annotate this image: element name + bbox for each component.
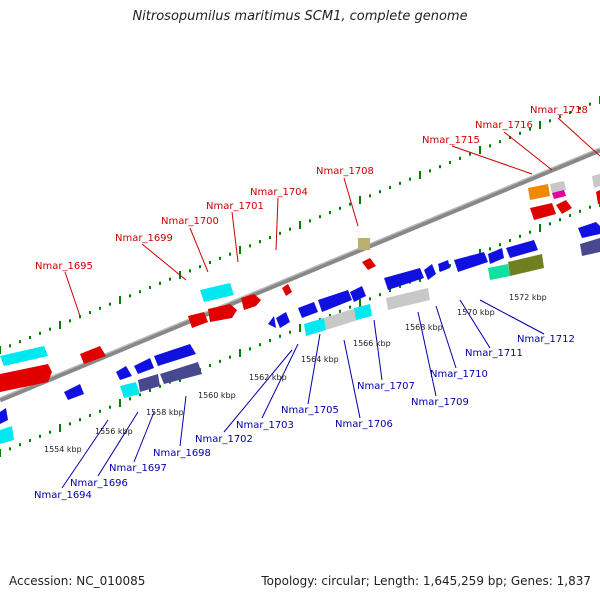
- gene-block[interactable]: [488, 264, 510, 280]
- map-title: Nitrosopumilus maritimus SCM1, complete …: [132, 9, 468, 24]
- gene-block[interactable]: [120, 382, 140, 398]
- scale-label: 1556 kbp: [95, 427, 133, 436]
- gene-block[interactable]: [116, 366, 132, 380]
- gene-block[interactable]: [282, 284, 292, 296]
- gene-label: Nmar_1712: [517, 334, 575, 345]
- scale-label: 1554 kbp: [44, 445, 82, 454]
- gene-label: Nmar_1707: [357, 381, 415, 392]
- gene-block[interactable]: [0, 346, 48, 366]
- scale-label: 1558 kbp: [146, 408, 184, 417]
- gene-label: Nmar_1700: [161, 216, 219, 227]
- scale-label: 1572 kbp: [509, 293, 547, 302]
- gene-block[interactable]: [596, 190, 600, 204]
- forward-genes: [0, 174, 600, 392]
- gene-label: Nmar_1696: [70, 478, 128, 489]
- gene-block[interactable]: [241, 294, 261, 310]
- accession-text: Accession: NC_010085: [9, 574, 146, 588]
- gene-block[interactable]: [354, 304, 372, 320]
- gene-block[interactable]: [488, 248, 504, 264]
- gene-label: Nmar_1699: [115, 233, 173, 244]
- gene-label: Nmar_1711: [465, 348, 523, 359]
- gene-block[interactable]: [298, 302, 318, 318]
- gene-label: Nmar_1706: [335, 419, 393, 430]
- gene-label: Nmar_1708: [316, 166, 374, 177]
- gene-label: Nmar_1698: [153, 448, 211, 459]
- gene-block[interactable]: [506, 240, 538, 258]
- top-leader-lines: [64, 117, 600, 317]
- gene-block[interactable]: [358, 238, 370, 250]
- gene-block[interactable]: [0, 426, 14, 444]
- gene-block[interactable]: [324, 308, 358, 330]
- gene-block[interactable]: [0, 364, 52, 392]
- gene-block[interactable]: [384, 268, 424, 290]
- gene-block[interactable]: [318, 290, 352, 312]
- gene-block[interactable]: [552, 190, 566, 199]
- gene-block[interactable]: [200, 283, 234, 302]
- bottom-leader-lines: [61, 299, 545, 489]
- reverse-genes: [0, 222, 600, 444]
- gene-label: Nmar_1705: [281, 405, 339, 416]
- scale-label: 1568 kbp: [405, 323, 443, 332]
- scale-label: 1566 kbp: [353, 339, 391, 348]
- gene-block[interactable]: [160, 362, 202, 384]
- gene-block[interactable]: [362, 258, 376, 270]
- gene-label: Nmar_1716: [475, 120, 533, 131]
- gene-block[interactable]: [592, 174, 600, 188]
- gene-block[interactable]: [556, 200, 572, 214]
- gene-block[interactable]: [0, 408, 8, 424]
- gene-label: Nmar_1695: [35, 261, 93, 272]
- gene-block[interactable]: [424, 264, 436, 280]
- gene-label: Nmar_1715: [422, 135, 480, 146]
- gene-block[interactable]: [580, 238, 600, 256]
- gene-block[interactable]: [438, 260, 450, 272]
- scale-label: 1564 kbp: [301, 355, 339, 364]
- gene-block[interactable]: [530, 203, 556, 220]
- gene-block[interactable]: [578, 222, 600, 238]
- gene-block[interactable]: [64, 384, 84, 400]
- gene-block[interactable]: [134, 358, 154, 374]
- genome-stats-text: Topology: circular; Length: 1,645,259 bp…: [261, 574, 591, 588]
- gene-block[interactable]: [508, 254, 544, 276]
- scale-label: 1560 kbp: [198, 391, 236, 400]
- gene-block[interactable]: [276, 312, 290, 328]
- gene-label: Nmar_1718: [530, 105, 588, 116]
- gene-label: Nmar_1697: [109, 463, 167, 474]
- genome-backbone: [0, 147, 600, 403]
- gene-label: Nmar_1701: [206, 201, 264, 212]
- gene-block[interactable]: [188, 312, 208, 328]
- scale-label: 1570 kbp: [457, 308, 495, 317]
- gene-block[interactable]: [154, 344, 196, 366]
- gene-block[interactable]: [268, 316, 276, 328]
- gene-block[interactable]: [208, 304, 237, 322]
- gene-block[interactable]: [454, 252, 488, 272]
- gene-label: Nmar_1703: [236, 420, 294, 431]
- gene-label: Nmar_1694: [34, 490, 92, 501]
- scale-label: 1562 kbp: [249, 373, 287, 382]
- gene-block[interactable]: [386, 288, 430, 310]
- gene-label: Nmar_1702: [195, 434, 253, 445]
- gene-label: Nmar_1710: [430, 369, 488, 380]
- gene-label: Nmar_1709: [411, 397, 469, 408]
- gene-block[interactable]: [350, 286, 366, 302]
- gene-block[interactable]: [138, 374, 160, 392]
- gene-block[interactable]: [304, 318, 326, 336]
- gene-block[interactable]: [80, 346, 106, 364]
- gene-label: Nmar_1704: [250, 187, 308, 198]
- gene-block[interactable]: [528, 184, 550, 200]
